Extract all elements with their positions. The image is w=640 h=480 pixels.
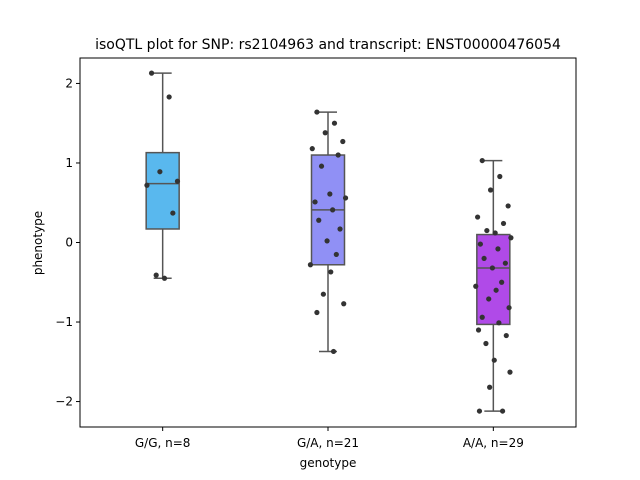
data-point [335, 152, 341, 158]
data-point [492, 230, 498, 236]
data-point [489, 265, 496, 271]
data-point [161, 275, 168, 281]
data-point [148, 70, 155, 76]
data-point [499, 279, 505, 285]
chart-title: isoQTL plot for SNP: rs2104963 and trans… [95, 37, 561, 53]
x-tick-label: G/A, n=21 [297, 436, 359, 450]
data-point [328, 269, 334, 275]
boxes-layer [145, 72, 511, 412]
data-point [503, 332, 509, 339]
x-axis: G/G, n=8 G/A, n=21 A/A, n=29 [135, 427, 524, 450]
data-point [314, 309, 320, 316]
data-point [477, 241, 483, 247]
data-point [483, 340, 489, 347]
data-point [322, 130, 328, 136]
data-point [508, 235, 514, 241]
data-point [327, 191, 333, 197]
data-point [500, 220, 507, 227]
data-point [333, 251, 339, 258]
data-point [484, 227, 490, 234]
data-point [486, 296, 492, 302]
data-point [320, 291, 326, 297]
data-point [496, 320, 502, 326]
x-tick-label: A/A, n=29 [463, 436, 524, 450]
data-point [487, 187, 494, 193]
data-point [493, 287, 499, 293]
data-point [506, 305, 512, 311]
data-point [475, 327, 482, 333]
data-point [340, 138, 346, 145]
box-group [145, 72, 180, 280]
y-axis-label: phenotype [31, 211, 45, 275]
data-point [316, 217, 322, 223]
y-tick-label: 1 [65, 156, 73, 170]
data-point [307, 262, 314, 268]
data-point [475, 214, 481, 220]
data-point [497, 173, 503, 180]
data-point [324, 238, 330, 244]
data-point [342, 195, 349, 201]
data-point [476, 408, 483, 414]
data-point [153, 272, 159, 278]
data-point [481, 255, 487, 262]
data-point [330, 207, 336, 213]
data-point [341, 301, 347, 307]
data-point [312, 199, 318, 205]
data-point [309, 146, 315, 152]
data-point [337, 226, 343, 232]
x-tick-label: G/G, n=8 [135, 436, 191, 450]
data-point [491, 357, 497, 363]
data-point [170, 210, 176, 216]
y-tick-label: −2 [55, 395, 73, 409]
data-point [314, 109, 320, 115]
data-point [507, 369, 513, 375]
y-axis: 2 1 0 −1 −2 [55, 76, 80, 409]
data-point [331, 120, 338, 126]
data-point [479, 157, 485, 164]
x-axis-label: genotype [300, 456, 357, 470]
box-group [310, 111, 346, 353]
data-point [495, 246, 501, 252]
data-point [144, 182, 150, 188]
data-point [473, 283, 479, 289]
data-point [330, 348, 337, 355]
data-point [502, 260, 508, 266]
data-point [174, 178, 181, 184]
data-point [318, 163, 325, 169]
y-tick-label: 2 [65, 76, 73, 90]
data-point [479, 314, 485, 320]
y-tick-label: 0 [65, 236, 73, 250]
box-group [476, 159, 511, 412]
data-point [499, 408, 506, 414]
data-point [487, 384, 493, 390]
data-point [157, 169, 163, 175]
data-point [166, 94, 172, 100]
box-body [145, 151, 180, 230]
box-body [476, 233, 511, 326]
points-layer [144, 70, 514, 414]
y-tick-label: −1 [55, 315, 73, 329]
data-point [505, 203, 511, 209]
